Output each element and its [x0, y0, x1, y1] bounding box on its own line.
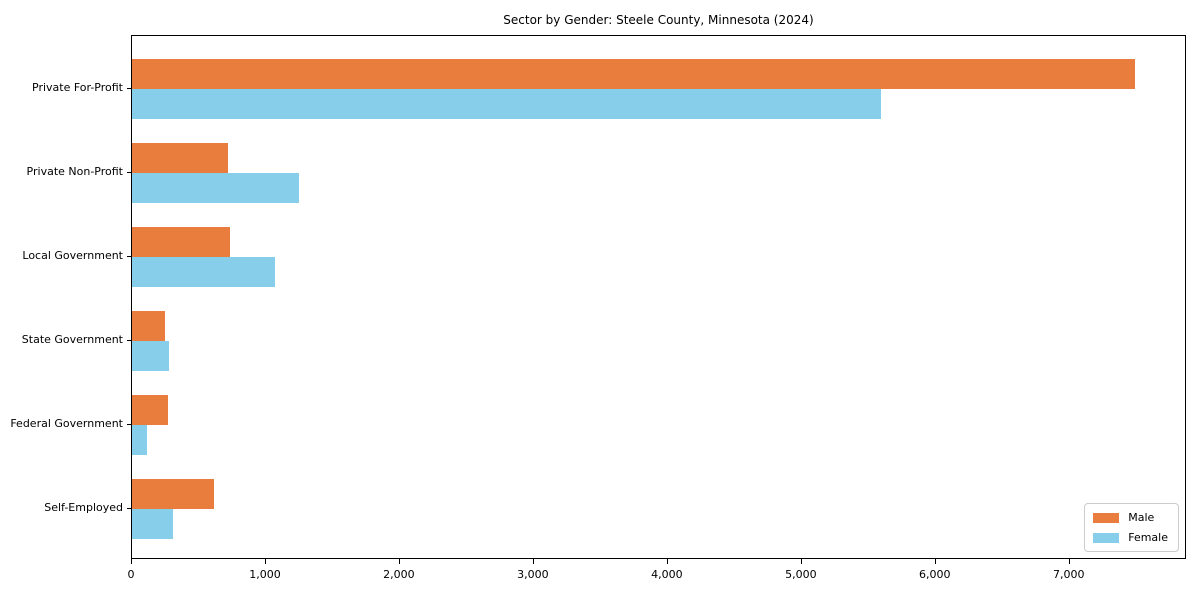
bar-male-1: [132, 143, 229, 173]
bar-male-5: [132, 479, 214, 509]
legend-swatch-female: [1093, 532, 1120, 543]
bar-male-4: [132, 395, 169, 425]
chart-title: Sector by Gender: Steele County, Minneso…: [503, 13, 814, 27]
plot-area: Male Female: [131, 35, 1186, 559]
x-tick-mark: [666, 559, 668, 564]
y-tick-label: Local Government: [22, 249, 123, 262]
bar-male-0: [132, 59, 1135, 89]
legend-swatch-male: [1093, 512, 1120, 523]
x-tick-mark: [800, 559, 802, 564]
bar-female-4: [132, 425, 147, 455]
x-tick-mark: [1068, 559, 1070, 564]
x-tick-label: 4,000: [651, 568, 683, 581]
legend-entry-male: Male: [1093, 511, 1168, 524]
y-tick-mark: [127, 172, 131, 173]
x-tick-label: 1,000: [249, 568, 281, 581]
bar-female-3: [132, 341, 170, 371]
y-tick-mark: [127, 256, 131, 257]
bar-male-3: [132, 311, 166, 341]
x-tick-mark: [934, 559, 936, 564]
y-tick-mark: [127, 508, 131, 509]
y-tick-label: State Government: [21, 333, 123, 346]
bar-female-2: [132, 257, 276, 287]
bar-male-2: [132, 227, 230, 257]
y-tick-mark: [127, 340, 131, 341]
legend-label: Male: [1128, 511, 1155, 524]
x-tick-label: 5,000: [785, 568, 817, 581]
y-tick-label: Private Non-Profit: [26, 165, 123, 178]
x-tick-mark: [264, 559, 266, 564]
bar-female-0: [132, 89, 881, 119]
x-tick-label: 7,000: [1053, 568, 1085, 581]
y-tick-label: Private For-Profit: [32, 81, 123, 94]
legend-entry-female: Female: [1093, 531, 1168, 544]
x-tick-label: 6,000: [919, 568, 951, 581]
x-tick-mark: [532, 559, 534, 564]
legend: Male Female: [1084, 503, 1179, 552]
x-tick-mark: [131, 559, 132, 564]
legend-label: Female: [1128, 531, 1168, 544]
y-tick-mark: [127, 88, 131, 89]
bar-female-1: [132, 173, 300, 203]
y-tick-mark: [127, 424, 131, 425]
y-tick-label: Self-Employed: [44, 501, 123, 514]
bar-female-5: [132, 509, 174, 539]
x-tick-label: 0: [127, 568, 135, 581]
x-tick-label: 3,000: [517, 568, 549, 581]
y-tick-label: Federal Government: [10, 417, 123, 430]
x-tick-mark: [398, 559, 400, 564]
x-tick-label: 2,000: [383, 568, 415, 581]
